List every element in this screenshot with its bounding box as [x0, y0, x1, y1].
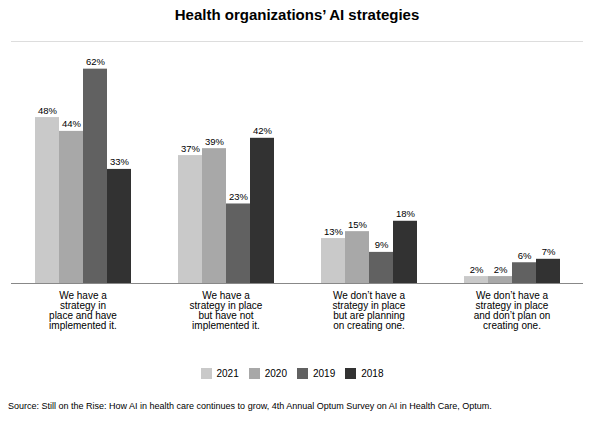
html-text:2018: 2018 [361, 368, 384, 379]
html-text:2021: 2021 [216, 368, 239, 379]
svg-text:We don’t have astrategy in pla: We don’t have astrategy in placeand don’… [474, 290, 551, 331]
svg-text:18%: 18% [396, 208, 416, 219]
svg-text:62%: 62% [86, 56, 106, 67]
svg-text:42%: 42% [253, 125, 273, 136]
svg-text:13%: 13% [324, 226, 344, 237]
svg-text:2%: 2% [470, 264, 484, 275]
svg-text:39%: 39% [205, 136, 225, 147]
svg-text:7%: 7% [542, 246, 556, 257]
svg-text:2%: 2% [494, 264, 508, 275]
svg-text:9%: 9% [375, 239, 389, 250]
html-text:Health organizations’ AI strat: Health organizations’ AI strategies [174, 6, 420, 23]
svg-text:6%: 6% [518, 250, 532, 261]
svg-text:23%: 23% [229, 191, 249, 202]
svg-text:37%: 37% [181, 143, 201, 154]
svg-text:44%: 44% [62, 118, 82, 129]
svg-text:We have astrategy in placebut: We have astrategy in placebut have notim… [190, 290, 263, 331]
html-text:2020: 2020 [264, 368, 287, 379]
html-text:2019: 2019 [313, 368, 336, 379]
svg-text:We don’t have astrategy in pla: We don’t have astrategy in placebut are … [333, 290, 406, 331]
svg-text:48%: 48% [38, 105, 58, 116]
svg-text:33%: 33% [110, 156, 130, 167]
svg-text:15%: 15% [348, 219, 368, 230]
html-text:Source: Still on the Rise: How: Source: Still on the Rise: How AI in hea… [8, 401, 492, 411]
svg-text:We have astrategy inplace and: We have astrategy inplace and haveimplem… [49, 290, 117, 331]
